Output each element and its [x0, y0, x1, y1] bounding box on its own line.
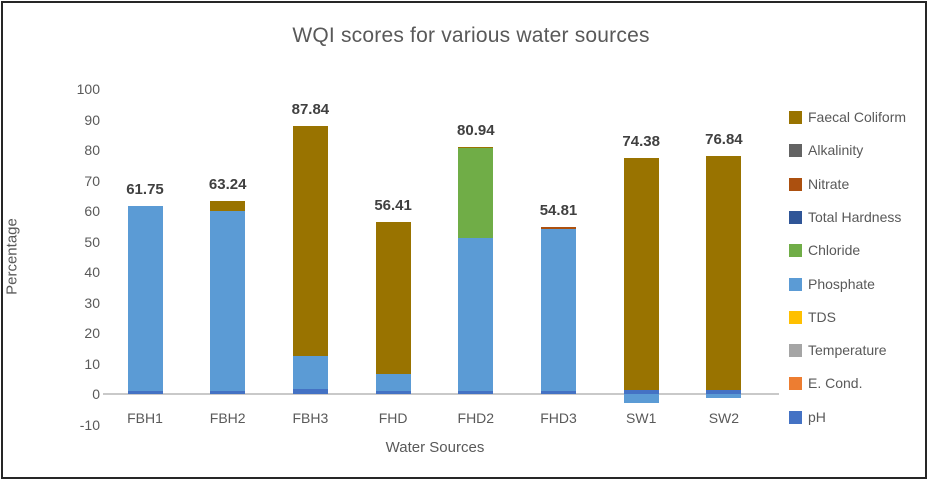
- y-tick-label: 50: [84, 233, 100, 250]
- legend-swatch-icon: [789, 410, 802, 424]
- bar-segment-phosphate: [292, 356, 328, 390]
- bar-segment-phosphate: [210, 211, 246, 391]
- y-tick-label: 70: [84, 172, 100, 189]
- legend-label: TDS: [808, 308, 836, 325]
- legend-swatch-icon: [789, 144, 802, 158]
- legend-label: Phosphate: [808, 275, 875, 292]
- bar-data-label: 74.38: [622, 132, 660, 150]
- bar-segment-ph: [458, 390, 494, 394]
- bar-data-label: 54.81: [539, 201, 578, 219]
- y-tick-label: 0: [92, 386, 100, 402]
- x-axis-title: Water Sources: [385, 439, 485, 456]
- legend-swatch-icon: [789, 244, 802, 258]
- legend-label: Temperature: [808, 342, 887, 359]
- x-category-label: FBH3: [292, 410, 329, 426]
- bar-segment-phosphate: [127, 205, 163, 391]
- legend-label: E. Cond.: [808, 375, 863, 392]
- bar-segment-ph: [623, 390, 659, 394]
- bar-segment-phosphate: [458, 238, 494, 391]
- y-tick-label: 90: [84, 111, 100, 128]
- x-category-label: FHD2: [457, 410, 495, 426]
- y-tick-label: 20: [84, 325, 100, 341]
- legend-swatch-icon: [789, 177, 802, 191]
- bar-data-label: 61.75: [126, 180, 164, 198]
- bar-segment-nitrate: [541, 226, 576, 230]
- legend-label: Nitrate: [808, 175, 850, 192]
- legend-swatch-icon: [789, 277, 802, 291]
- legend-label: Faecal Coliform: [808, 109, 907, 125]
- bar-data-label: 63.24: [208, 176, 247, 194]
- chart-title: WQI scores for various water sources: [292, 24, 650, 47]
- bar-data-label: 56.41: [374, 196, 412, 214]
- y-tick-label: 10: [84, 355, 100, 372]
- y-axis-title: Percentage: [3, 218, 21, 295]
- y-tick-label: 30: [84, 294, 100, 311]
- x-category-label: SW2: [708, 410, 740, 426]
- bar-segment-phosphate: [541, 229, 576, 391]
- bar-segment-faecal-coliform: [706, 155, 742, 391]
- y-tick-label: 60: [84, 203, 100, 219]
- legend-swatch-icon: [789, 210, 802, 224]
- legend-swatch-icon: [789, 310, 802, 324]
- bar-segment-phosphate: [706, 394, 742, 398]
- legend-label: Total Hardness: [808, 208, 902, 225]
- y-tick-label: -10: [79, 416, 100, 433]
- x-category-label: FHD3: [540, 410, 577, 426]
- bar-segment-faecal-coliform: [375, 221, 411, 374]
- bar-data-label: 76.84: [705, 130, 743, 148]
- legend-label: pH: [808, 408, 826, 425]
- y-tick-label: 100: [76, 81, 100, 97]
- x-category-label: FBH2: [209, 410, 246, 426]
- x-axis-line: [103, 393, 779, 395]
- y-tick-label: 80: [84, 142, 100, 158]
- legend-swatch-icon: [789, 344, 802, 358]
- x-category-label: FBH1: [127, 410, 163, 426]
- bar-data-label: 80.94: [457, 122, 495, 140]
- bar-segment-chloride: [458, 148, 494, 239]
- bar-segment-faecal-coliform: [458, 147, 494, 149]
- bar-segment-faecal-coliform: [623, 157, 659, 391]
- bar-segment-phosphate: [623, 394, 659, 404]
- bar-segment-ph: [210, 390, 246, 394]
- legend-swatch-icon: [789, 111, 802, 124]
- bar-segment-ph: [375, 390, 411, 394]
- y-tick-label: 40: [84, 264, 100, 280]
- bar-segment-phosphate: [375, 373, 411, 391]
- bar-segment-ph: [706, 390, 742, 394]
- x-category-label: SW1: [626, 410, 657, 426]
- bar-segment-ph: [127, 390, 163, 394]
- legend-label: Alkalinity: [808, 142, 864, 159]
- bar-segment-ph: [292, 389, 328, 394]
- x-category-label: FHD: [378, 410, 408, 426]
- bar-data-label: 87.84: [291, 101, 330, 119]
- bar-segment-faecal-coliform: [210, 201, 246, 211]
- legend-swatch-icon: [789, 377, 802, 391]
- legend-label: Chloride: [808, 242, 861, 259]
- bar-segment-faecal-coliform: [292, 126, 328, 357]
- bar-segment-ph: [541, 390, 576, 394]
